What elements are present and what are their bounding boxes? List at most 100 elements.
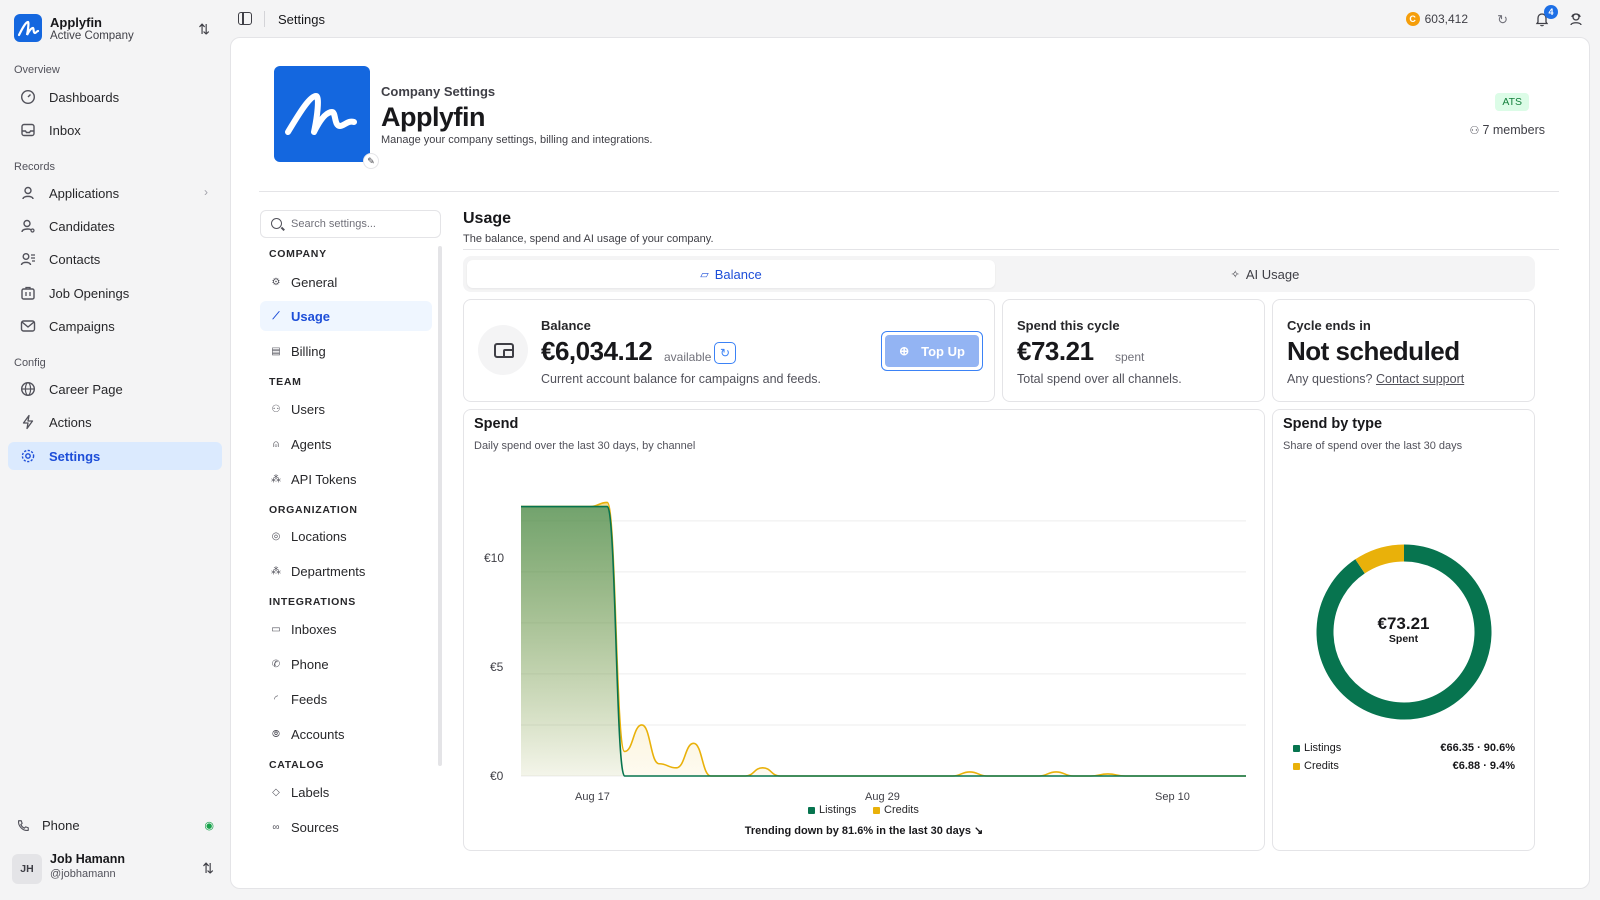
phone-icon: ✆ bbox=[271, 658, 281, 670]
balance-amount: €6,034.12 bbox=[541, 336, 653, 366]
settings-item-locations[interactable]: ◎ Locations bbox=[260, 521, 432, 551]
user-handle: @jobhamann bbox=[50, 868, 116, 880]
spend-cycle-suffix: spent bbox=[1115, 350, 1145, 364]
top-up-button[interactable]: ⊕ Top Up bbox=[881, 331, 983, 371]
settings-group-team: TEAM bbox=[269, 376, 302, 388]
settings-item-usage[interactable]: ⟋ Usage bbox=[260, 301, 432, 331]
support-agent-icon[interactable] bbox=[1568, 11, 1584, 27]
settings-item-accounts[interactable]: ⦾ Accounts bbox=[260, 719, 432, 749]
softphone-toggle[interactable]: Phone ◉ bbox=[16, 818, 214, 833]
tab-label: AI Usage bbox=[1245, 266, 1300, 282]
edit-logo-icon[interactable]: ✎ bbox=[364, 154, 378, 168]
search-placeholder: Search settings... bbox=[291, 218, 376, 230]
chart-line-icon: ⟋ bbox=[272, 310, 280, 322]
sidebar-item-label: Candidates bbox=[49, 218, 115, 234]
notification-count-badge: 4 bbox=[1544, 5, 1558, 19]
legend-value: €66.35 · 90.6% bbox=[1440, 742, 1515, 754]
chart-subtitle: Daily spend over the last 30 days, by ch… bbox=[474, 440, 696, 452]
trend-summary: Trending down by 81.6% in the last 30 da… bbox=[464, 824, 1264, 837]
balance-label: Balance bbox=[541, 318, 591, 333]
gauge-icon bbox=[20, 89, 36, 105]
gear-icon: ⚙ bbox=[271, 276, 281, 288]
settings-item-label: Users bbox=[291, 401, 325, 417]
company-logo[interactable] bbox=[274, 66, 370, 162]
tab-label: Balance bbox=[714, 266, 762, 282]
chevron-right-icon: › bbox=[204, 185, 208, 199]
users-icon: ⚇ bbox=[271, 403, 281, 415]
sparkles-icon: ✧ bbox=[1230, 268, 1240, 281]
credits-value: 603,412 bbox=[1424, 12, 1468, 26]
sidebar-item-inbox[interactable]: Inbox bbox=[8, 116, 222, 144]
cycle-end-value: Not scheduled bbox=[1287, 336, 1460, 366]
sidebar-item-label: Settings bbox=[49, 448, 101, 464]
sidebar-item-job-openings[interactable]: Job Openings bbox=[8, 279, 222, 307]
settings-nav-scrollbar[interactable] bbox=[438, 246, 442, 766]
legend-item-credits[interactable]: Credits bbox=[873, 804, 919, 816]
refresh-icon[interactable]: ↻ bbox=[1497, 12, 1508, 27]
x-tick-label: Aug 29 bbox=[865, 791, 900, 803]
donut-legend-credits: Credits €6.88 · 9.4% bbox=[1293, 760, 1515, 772]
legend-item-listings[interactable]: Listings bbox=[808, 804, 856, 816]
sidebar-item-applications[interactable]: Applications › bbox=[8, 179, 222, 207]
contact-support-link[interactable]: Contact support bbox=[1375, 372, 1465, 386]
usage-tabs: ▱ Balance ✧ AI Usage bbox=[463, 256, 1535, 292]
link-icon: ∞ bbox=[272, 821, 280, 833]
settings-item-phone[interactable]: ✆ Phone bbox=[260, 649, 432, 679]
top-up-label: Top Up bbox=[921, 343, 965, 359]
settings-search-input[interactable]: Search settings... bbox=[260, 210, 441, 238]
company-switcher[interactable]: Applyfin Active Company ⇅ bbox=[14, 14, 214, 44]
sidebar-item-settings[interactable]: Settings bbox=[8, 442, 222, 470]
contacts-icon bbox=[20, 253, 35, 266]
donut-slice-listings[interactable] bbox=[1316, 544, 1492, 720]
legend-value: €6.88 · 9.4% bbox=[1452, 760, 1515, 772]
settings-item-sources[interactable]: ∞ Sources bbox=[260, 812, 432, 842]
rss-icon: ◜ bbox=[274, 693, 278, 705]
tab-ai-usage[interactable]: ✧ AI Usage bbox=[999, 260, 1531, 288]
y-tick-label: €10 bbox=[484, 551, 505, 565]
sidebar-item-actions[interactable]: Actions bbox=[8, 408, 222, 436]
settings-item-users[interactable]: ⚇ Users bbox=[260, 394, 432, 424]
settings-item-general[interactable]: ⚙ General bbox=[260, 267, 432, 297]
bell-icon[interactable] bbox=[1534, 11, 1550, 27]
nav-group-config: Config bbox=[14, 357, 46, 369]
settings-group-company: COMPANY bbox=[269, 248, 327, 260]
settings-item-feeds[interactable]: ◜ Feeds bbox=[260, 684, 432, 714]
globe-icon bbox=[20, 381, 36, 397]
user-menu[interactable]: JH Job Hamann @jobhamann ⇅ bbox=[12, 852, 216, 888]
donut-slice-credits[interactable] bbox=[1355, 544, 1405, 574]
broadcast-icon: ⦾ bbox=[272, 728, 280, 740]
sidebar-item-candidates[interactable]: Candidates bbox=[8, 212, 222, 240]
plan-badge: ATS bbox=[1495, 93, 1529, 111]
settings-item-labels[interactable]: ◇ Labels bbox=[260, 777, 432, 807]
settings-item-billing[interactable]: ▤ Billing bbox=[260, 336, 432, 366]
sidebar-item-career-page[interactable]: Career Page bbox=[8, 375, 222, 403]
legend-label: Listings bbox=[1304, 742, 1342, 754]
sidebar-item-campaigns[interactable]: Campaigns bbox=[8, 312, 222, 340]
sidebar-item-contacts[interactable]: Contacts bbox=[8, 245, 222, 273]
trend-text: Trending down by 81.6% in the last 30 da… bbox=[744, 825, 971, 837]
app-sidebar: Applyfin Active Company ⇅ Overview Dashb… bbox=[0, 0, 228, 900]
settings-item-agents[interactable]: ⍝ Agents bbox=[260, 429, 432, 459]
tag-icon: ◇ bbox=[272, 786, 280, 798]
credits-balance[interactable]: C 603,412 bbox=[1405, 12, 1468, 26]
refresh-balance-icon[interactable]: ↻ bbox=[714, 342, 736, 364]
spend-chart-card: Spend Daily spend over the last 30 days,… bbox=[463, 409, 1265, 851]
members-count[interactable]: ⚇ 7 members bbox=[1470, 123, 1545, 137]
user-switch-icon[interactable]: ⇅ bbox=[202, 860, 214, 876]
settings-item-departments[interactable]: ⁂ Departments bbox=[260, 556, 432, 586]
divider bbox=[463, 249, 1559, 250]
settings-group-integrations: INTEGRATIONS bbox=[269, 596, 356, 608]
sidebar-item-label: Inbox bbox=[49, 122, 81, 138]
tab-balance[interactable]: ▱ Balance bbox=[467, 260, 995, 288]
section-description: The balance, spend and AI usage of your … bbox=[463, 233, 714, 245]
sidebar-item-label: Actions bbox=[49, 414, 92, 430]
sidebar-toggle-icon[interactable] bbox=[238, 12, 252, 25]
switch-company-icon[interactable]: ⇅ bbox=[198, 21, 210, 37]
settings-group-organization: ORGANIZATION bbox=[269, 504, 358, 516]
settings-item-api-tokens[interactable]: ⁂ API Tokens bbox=[260, 464, 432, 494]
map-pin-icon: ◎ bbox=[271, 530, 281, 542]
legend-label: Credits bbox=[884, 804, 919, 816]
sidebar-item-dashboards[interactable]: Dashboards bbox=[8, 83, 222, 111]
settings-item-inboxes[interactable]: ▭ Inboxes bbox=[260, 614, 432, 644]
series-listings-line bbox=[521, 505, 1246, 777]
